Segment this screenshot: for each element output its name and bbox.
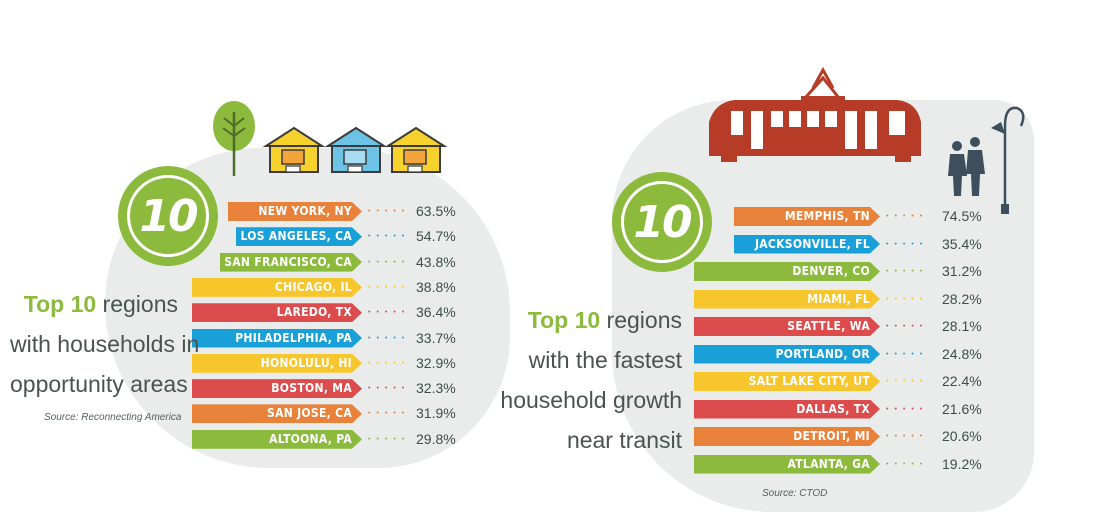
left-caption: Top 10 regions with households in opport… bbox=[10, 284, 200, 404]
badge-ring: 10 bbox=[127, 175, 209, 257]
leader-dots: ••••• bbox=[886, 295, 929, 303]
bar-label: SALT LAKE CITY, UT bbox=[694, 372, 880, 391]
bar-value: 24.8% bbox=[942, 345, 982, 362]
right-caption-line-2: with the fastest bbox=[528, 347, 682, 373]
bar-label: SAN JOSE, CA bbox=[192, 404, 362, 423]
leader-dots: ••••• bbox=[368, 233, 411, 241]
right-caption: Top 10 regions with the fastest househol… bbox=[500, 300, 682, 460]
bar-value: 31.2% bbox=[942, 263, 982, 279]
bar-value: 32.9% bbox=[416, 354, 456, 371]
leader-dots: ••••• bbox=[368, 283, 411, 291]
leader-dots: ••••• bbox=[886, 213, 929, 220]
leader-dots: ••••• bbox=[886, 240, 929, 248]
bar-label: ALTOONA, PA bbox=[192, 430, 362, 449]
bar-value: 54.7% bbox=[416, 228, 456, 245]
tree-icon bbox=[213, 101, 255, 176]
bar-value: 28.2% bbox=[942, 290, 982, 307]
bar-label: LOS ANGELES, CA bbox=[236, 227, 362, 246]
bar-label: SAN FRANCISCO, CA bbox=[220, 253, 362, 272]
left-caption-line-1: regions bbox=[96, 291, 178, 317]
left-source: Source: Reconnecting America bbox=[44, 412, 182, 423]
bar-label: PHILADELPHIA, PA bbox=[192, 329, 362, 348]
bar-value: 63.5% bbox=[416, 203, 456, 219]
bar-label: HONOLULU, HI bbox=[192, 354, 362, 373]
right-source: Source: CTOD bbox=[762, 488, 828, 499]
badge-ring: 10 bbox=[621, 181, 703, 263]
bar-label: JACKSONVILLE, FL bbox=[734, 235, 880, 254]
bar-value: 35.4% bbox=[942, 235, 982, 252]
bar-label: DALLAS, TX bbox=[694, 400, 880, 419]
bar-value: 33.7% bbox=[416, 329, 456, 346]
leader-dots: ••••• bbox=[368, 435, 411, 443]
bar-value: 21.6% bbox=[942, 400, 982, 417]
bar-label: PORTLAND, OR bbox=[694, 345, 880, 364]
leader-dots: ••••• bbox=[368, 410, 411, 418]
bar-value: 36.4% bbox=[416, 304, 456, 321]
bar-value: 38.8% bbox=[416, 278, 456, 295]
leader-dots: ••••• bbox=[886, 323, 929, 330]
bar-label: MIAMI, FL bbox=[694, 290, 880, 309]
house-icon bbox=[384, 126, 448, 173]
street-lamp-icon bbox=[991, 106, 1025, 214]
leader-dots: ••••• bbox=[886, 378, 929, 385]
right-caption-line-4: near transit bbox=[566, 427, 682, 453]
bar-value: 22.4% bbox=[942, 373, 982, 389]
right-caption-highlight: Top 10 bbox=[527, 307, 601, 333]
leader-dots: ••••• bbox=[368, 334, 411, 342]
right-caption-line-1: regions bbox=[600, 307, 682, 333]
leader-dots: ••••• bbox=[368, 258, 411, 266]
bar-label: ATLANTA, GA bbox=[694, 455, 880, 474]
bar-label: MEMPHIS, TN bbox=[734, 207, 880, 226]
bar-value: 32.3% bbox=[416, 380, 456, 397]
tram-icon bbox=[709, 66, 921, 162]
bar-value: 74.5% bbox=[942, 208, 982, 224]
leader-dots: ••••• bbox=[886, 268, 929, 275]
leader-dots: ••••• bbox=[886, 405, 929, 413]
leader-dots: ••••• bbox=[886, 350, 929, 358]
house-icon bbox=[262, 126, 326, 173]
leader-dots: ••••• bbox=[368, 385, 411, 393]
leader-dots: ••••• bbox=[886, 433, 929, 440]
bar-value: 20.6% bbox=[942, 428, 982, 444]
bar-label: DETROIT, MI bbox=[694, 427, 880, 446]
leader-dots: ••••• bbox=[886, 460, 929, 468]
bar-label: NEW YORK, NY bbox=[228, 202, 362, 221]
bar-value: 29.8% bbox=[416, 430, 456, 447]
leader-dots: ••••• bbox=[368, 309, 411, 317]
right-rank-badge: 10 bbox=[612, 172, 712, 272]
right-badge-number: 10 bbox=[633, 196, 692, 248]
left-badge-number: 10 bbox=[139, 190, 198, 242]
bar-value: 31.9% bbox=[416, 405, 456, 422]
left-rank-badge: 10 bbox=[118, 166, 218, 266]
bar-value: 43.8% bbox=[416, 253, 456, 270]
leader-dots: ••••• bbox=[368, 208, 411, 215]
bar-value: 28.1% bbox=[942, 318, 982, 334]
bar-label: CHICAGO, IL bbox=[192, 278, 362, 297]
house-icon bbox=[324, 126, 388, 173]
left-caption-line-3: opportunity areas bbox=[10, 371, 188, 397]
bar-label: LAREDO, TX bbox=[192, 303, 362, 322]
leader-dots: ••••• bbox=[368, 359, 411, 367]
bar-value: 19.2% bbox=[942, 455, 982, 472]
bar-label: BOSTON, MA bbox=[192, 379, 362, 398]
left-caption-highlight: Top 10 bbox=[23, 291, 97, 317]
bar-label: DENVER, CO bbox=[694, 262, 880, 281]
left-caption-line-2: with households in bbox=[10, 331, 200, 357]
left-illustration bbox=[213, 101, 448, 176]
bar-label: SEATTLE, WA bbox=[694, 317, 880, 336]
people-icon bbox=[948, 137, 985, 196]
right-illustration bbox=[709, 66, 1025, 214]
right-caption-line-3: household growth bbox=[500, 387, 682, 413]
